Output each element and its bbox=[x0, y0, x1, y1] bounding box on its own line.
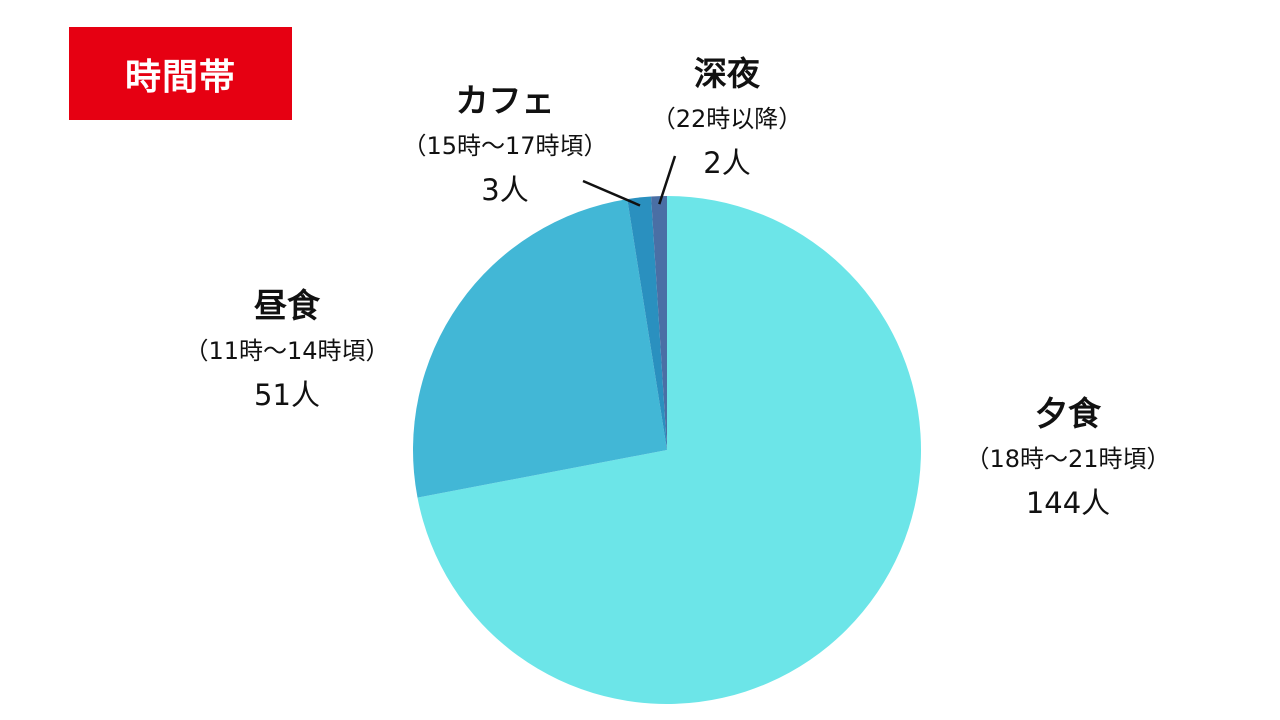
slice-time: （18時〜21時頃） bbox=[965, 445, 1170, 473]
chart-title-badge: 時間帯 bbox=[69, 27, 292, 120]
slice-name: 深夜 bbox=[694, 54, 761, 93]
slice-time: （11時〜14時頃） bbox=[184, 337, 389, 365]
leader-line-2 bbox=[582, 179, 641, 207]
slice-label-3: 深夜 （22時以降） 2人 bbox=[652, 54, 803, 180]
slice-name: 夕食 bbox=[1035, 394, 1102, 433]
pie-slice-3 bbox=[651, 196, 667, 450]
pie-slice-0 bbox=[417, 196, 921, 704]
slice-label-2: カフェ （15時〜17時頃） 3人 bbox=[402, 81, 607, 207]
leader-line-3 bbox=[658, 155, 677, 205]
slice-label-0: 夕食 （18時〜21時頃） 144人 bbox=[965, 394, 1170, 520]
slice-count: 51人 bbox=[254, 378, 320, 412]
pie-slice-1 bbox=[412, 199, 667, 498]
slice-label-1: 昼食 （11時〜14時頃） 51人 bbox=[184, 286, 389, 412]
slice-count: 144人 bbox=[1026, 486, 1110, 520]
labels-group: 夕食 （18時〜21時頃） 144人 昼食 （11時〜14時頃） 51人 カフェ （15時〜1… bbox=[184, 54, 1170, 520]
slice-name: カフェ bbox=[456, 81, 555, 120]
slices-group bbox=[412, 196, 921, 704]
leader-lines bbox=[582, 155, 677, 207]
slice-name: 昼食 bbox=[254, 286, 321, 325]
slice-count: 2人 bbox=[703, 146, 750, 180]
chart-title: 時間帯 bbox=[124, 56, 236, 98]
slice-count: 3人 bbox=[481, 173, 528, 207]
slice-time: （22時以降） bbox=[652, 105, 803, 133]
slice-time: （15時〜17時頃） bbox=[402, 132, 607, 160]
pie-slice-2 bbox=[627, 196, 667, 450]
